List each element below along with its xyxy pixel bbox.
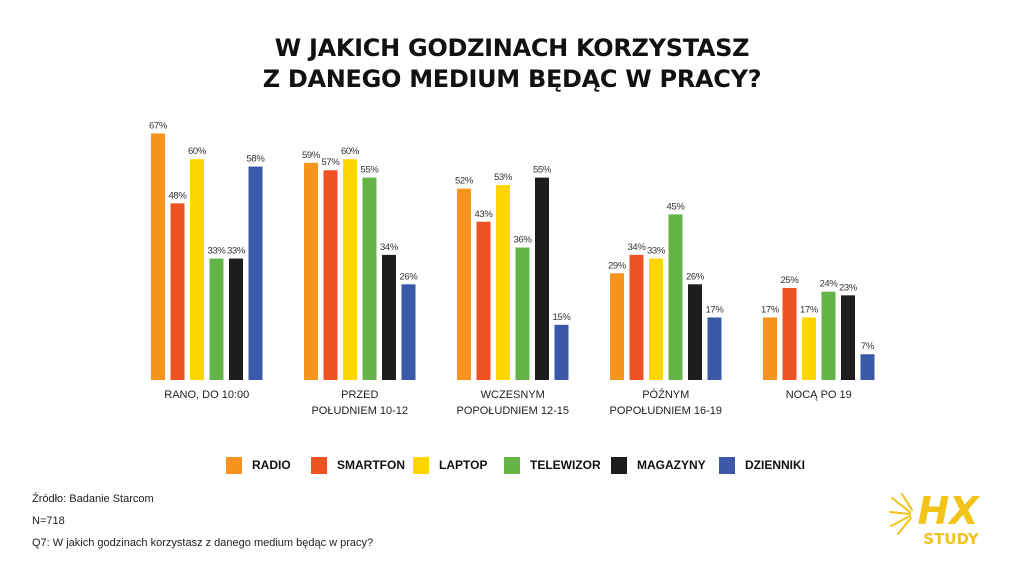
bar-telewizor-2 [515,247,530,380]
bar-smartfon-4 [782,288,797,380]
category-label-3-1: POPOŁUDNIEM 16-19 [610,405,722,417]
data-label-magazyny-2: 55% [533,165,552,176]
legend-label-telewizor: TELEWIZOR [530,458,601,472]
data-label-telewizor-2: 36% [513,235,532,246]
data-label-telewizor-4: 24% [819,279,838,290]
bar-telewizor-0 [209,258,224,380]
source-note: Źródło: Badanie Starcom [32,493,154,505]
data-label-magazyny-0: 33% [227,246,246,257]
bar-dzienniki-0 [248,166,263,380]
data-label-telewizor-1: 55% [360,165,379,176]
category-label-1-1: POŁUDNIEM 10-12 [311,405,408,417]
bar-telewizor-3 [668,214,683,380]
bar-smartfon-3 [629,254,644,380]
legend-label-dzienniki: DZIENNIKI [745,458,805,472]
legend-swatch-magazyny [611,456,627,474]
bar-laptop-0 [190,159,204,380]
category-label-4-0: NOCĄ PO 19 [786,389,852,401]
bar-laptop-2 [496,184,510,380]
data-label-telewizor-0: 33% [207,246,226,257]
bar-smartfon-2 [476,221,491,380]
legend-item-dzienniki: DZIENNIKI [719,455,805,475]
bar-magazyny-1 [382,254,396,380]
data-label-radio-1: 59% [302,150,321,161]
data-label-laptop-4: 17% [800,304,819,315]
data-label-laptop-3: 33% [647,246,666,257]
logo-sunburst-icon [889,493,913,535]
chart-title-line-2: Z DANEGO MEDIUM BĘDĄC W PRACY? [262,65,762,93]
bar-telewizor-1 [362,177,377,380]
bar-smartfon-1 [323,170,338,380]
bar-telewizor-4 [821,291,836,380]
bar-dzienniki-3 [707,317,722,380]
data-label-laptop-1: 60% [341,146,360,157]
legend-swatch-telewizor [504,456,520,474]
data-label-magazyny-4: 23% [839,282,858,293]
legend-swatch-laptop [413,456,429,474]
data-label-smartfon-1: 57% [321,157,340,168]
bar-laptop-3 [649,258,663,380]
data-label-radio-4: 17% [761,304,780,315]
bar-laptop-4 [802,317,816,380]
data-label-magazyny-3: 26% [686,271,705,282]
data-label-smartfon-3: 34% [627,242,646,253]
bar-magazyny-0 [229,258,243,380]
legend-item-magazyny: MAGAZYNY [611,455,706,475]
bar-radio-2 [457,188,471,380]
data-label-radio-3: 29% [608,260,627,271]
bar-radio-0 [151,133,165,380]
data-label-magazyny-1: 34% [380,242,399,253]
data-label-smartfon-2: 43% [474,209,493,220]
data-label-dzienniki-4: 7% [861,341,875,352]
bar-dzienniki-1 [401,284,416,380]
chart-title: W JAKICH GODZINACH KORZYSTASZ Z DANEGO M… [0,33,1024,95]
logo-hx-text: HX [917,489,980,533]
bar-dzienniki-4 [860,354,875,380]
hx-study-logo: HX STUDY [889,489,980,548]
legend-swatch-radio [226,456,242,474]
legend-item-telewizor: TELEWIZOR [504,455,601,475]
data-label-radio-2: 52% [455,176,474,187]
bar-radio-1 [304,162,318,380]
legend-label-radio: RADIO [252,458,291,472]
bar-radio-4 [763,317,777,380]
data-label-dzienniki-1: 26% [399,271,418,282]
bar-chart: 67%48%60%33% 33%58%RANO, DO 10:0059%57%60… [149,120,875,417]
bar-magazyny-3 [688,284,702,380]
legend-item-smartfon: SMARTFON [311,455,405,475]
bar-smartfon-0 [170,203,185,380]
sample-size-note: N=718 [32,515,65,527]
legend-item-laptop: LAPTOP [413,455,487,475]
logo-study-text: STUDY [923,530,980,548]
data-label-radio-0: 67% [149,120,168,131]
bar-magazyny-4 [841,295,855,380]
data-label-laptop-2: 53% [494,172,513,183]
chart-title-line-1: W JAKICH GODZINACH KORZYSTASZ [274,34,750,62]
legend-item-radio: RADIO [226,455,291,475]
legend-swatch-dzienniki [719,456,735,474]
category-label-2-1: POPOŁUDNIEM 12-15 [457,405,569,417]
legend-label-smartfon: SMARTFON [337,458,405,472]
question-note: Q7: W jakich godzinach korzystasz z dane… [32,537,374,549]
data-label-dzienniki-2: 15% [552,312,571,323]
data-label-dzienniki-3: 17% [705,304,724,315]
category-label-1-0: PRZED [341,389,378,401]
category-label-3-0: PÓŹNYM [642,388,689,401]
bar-laptop-1 [343,159,357,380]
chart-legend: RADIO SMARTFON LAPTOP TELEWIZOR MAGAZYNY DZIE… [0,455,1024,475]
bar-magazyny-2 [535,177,549,380]
legend-swatch-smartfon [311,456,327,474]
data-label-telewizor-3: 45% [666,201,685,212]
category-label-2-0: WCZESNYM [481,389,545,401]
data-label-smartfon-4: 25% [780,275,799,286]
data-label-laptop-0: 60% [188,146,207,157]
data-label-smartfon-0: 48% [168,190,187,201]
legend-label-laptop: LAPTOP [439,458,488,472]
legend-label-magazyny: MAGAZYNY [637,458,706,472]
data-label-dzienniki-0: 58% [246,154,265,165]
bar-radio-3 [610,273,624,380]
bar-dzienniki-2 [554,324,569,380]
category-label-0-0: RANO, DO 10:00 [164,389,249,401]
